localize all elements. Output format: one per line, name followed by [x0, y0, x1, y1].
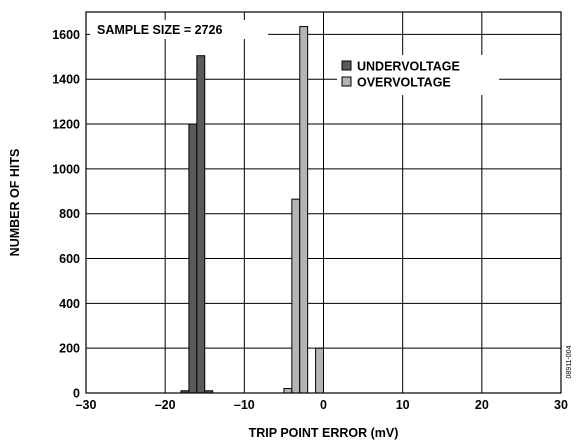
x-tick-label: –20 — [155, 398, 176, 412]
bar-overvoltage--5 — [283, 388, 293, 394]
y-axis-label: NUMBER OF HITS — [8, 149, 22, 257]
x-tick-label: 30 — [554, 398, 568, 412]
legend-label-undervoltage: UNDERVOLTAGE — [357, 60, 460, 74]
y-tick-label: 400 — [59, 297, 80, 311]
bar-overvoltage--1 — [315, 347, 325, 394]
y-tick-label: 1400 — [52, 73, 80, 87]
annotation-background — [90, 20, 268, 39]
legend-swatch-overvoltage — [341, 76, 352, 87]
x-tick-label: 10 — [396, 398, 410, 412]
bar-overvoltage--4 — [291, 198, 301, 394]
x-tick-label: 0 — [320, 398, 327, 412]
annotation-text: SAMPLE SIZE = 2726 — [97, 23, 222, 37]
legend: UNDERVOLTAGE OVERVOLTAGE — [337, 55, 499, 95]
y-tick-label: 200 — [59, 342, 80, 356]
axis-ticks: –30 –20 –10 0 10 20 30 0 200 400 600 800 1000 1200 140… — [52, 28, 568, 412]
x-tick-label: 20 — [475, 398, 489, 412]
legend-background — [337, 55, 499, 95]
y-tick-label: 1000 — [52, 162, 80, 176]
bars — [180, 26, 325, 394]
figure-id: 08911-004 — [566, 345, 573, 378]
bar-overvoltage--3 — [299, 26, 309, 394]
plot-frame — [85, 11, 562, 394]
y-tick-label: 0 — [73, 387, 80, 401]
x-tick-label: –10 — [234, 398, 255, 412]
y-tick-label: 1200 — [52, 118, 80, 132]
y-tick-label: 800 — [59, 207, 80, 221]
legend-label-overvoltage: OVERVOLTAGE — [357, 76, 451, 90]
y-tick-label: 1600 — [52, 28, 80, 42]
bar-undervoltage--16 — [196, 55, 206, 394]
bar-undervoltage--17 — [188, 123, 198, 394]
x-axis-label: TRIP POINT ERROR (mV) — [249, 426, 399, 440]
x-tick-label: –30 — [76, 398, 97, 412]
sample-size-annotation: SAMPLE SIZE = 2726 — [90, 20, 268, 39]
y-tick-label: 600 — [59, 252, 80, 266]
legend-swatch-undervoltage — [341, 60, 352, 71]
